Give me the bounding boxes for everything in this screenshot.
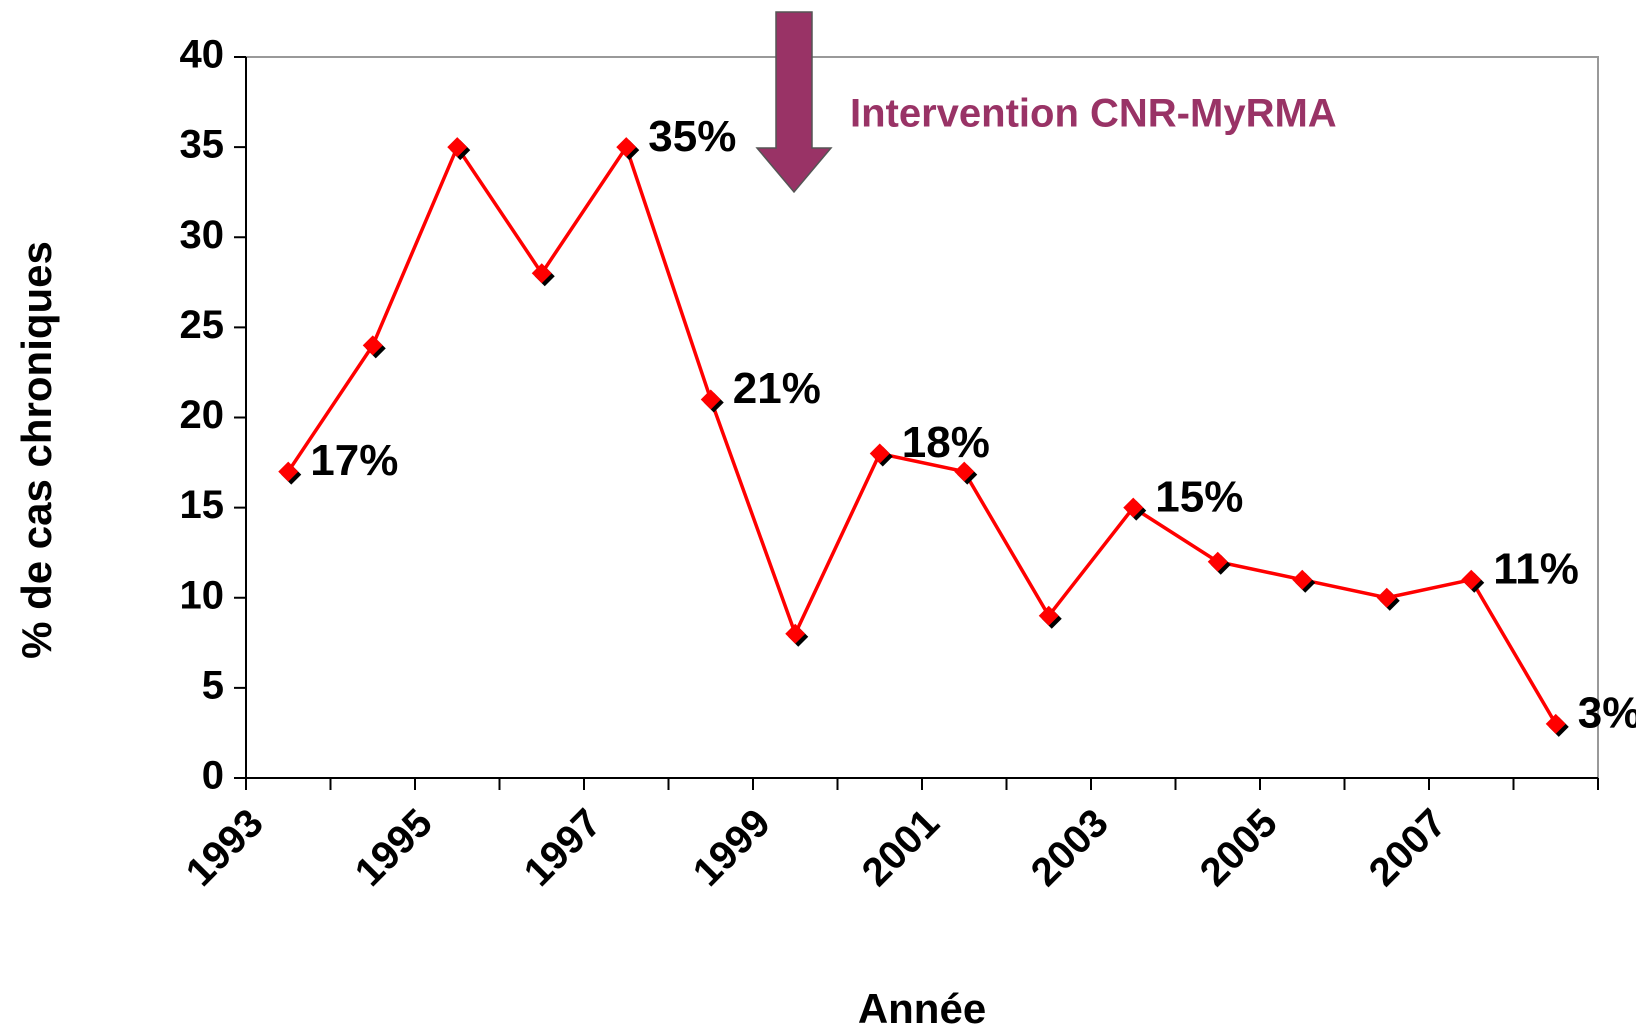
intervention-arrow <box>755 11 833 194</box>
annotation: Intervention CNR-MyRMA <box>850 92 1337 136</box>
x-tick-label: 2001 <box>854 801 948 895</box>
data-point <box>1545 713 1566 734</box>
data-label: 3% <box>1578 689 1636 738</box>
data-point <box>278 461 299 482</box>
x-tick-label: 2005 <box>1192 801 1286 895</box>
y-tick-label: 40 <box>180 33 225 77</box>
x-tick-label: 2003 <box>1023 801 1117 895</box>
y-tick-label: 35 <box>180 123 225 167</box>
data-label: 17% <box>310 436 398 485</box>
x-tick-label: 1995 <box>347 801 441 895</box>
x-tick-label: 2007 <box>1361 801 1455 895</box>
data-point <box>616 137 637 158</box>
data-point <box>1461 569 1482 590</box>
data-label: 21% <box>733 364 821 413</box>
data-point <box>1207 551 1228 572</box>
data-point <box>1376 587 1397 608</box>
x-tick-label: 1997 <box>516 801 610 895</box>
x-tick-label: 1993 <box>178 801 272 895</box>
y-tick-label: 25 <box>180 303 225 347</box>
data-point <box>1123 497 1144 518</box>
data-point <box>869 443 890 464</box>
data-point <box>785 623 806 644</box>
data-point <box>954 461 975 482</box>
data-point <box>700 389 721 410</box>
y-tick-label: 30 <box>180 213 225 257</box>
y-axis-title: % de cas chroniques <box>13 241 60 659</box>
data-line <box>286 143 1558 725</box>
data-point <box>447 137 468 158</box>
data-point <box>362 335 383 356</box>
x-tick-label: 1999 <box>685 801 779 895</box>
y-tick-label: 20 <box>180 393 225 437</box>
data-label: 15% <box>1155 472 1243 521</box>
data-point <box>1292 569 1313 590</box>
y-tick-label: 5 <box>202 663 224 707</box>
data-label: 35% <box>648 112 736 161</box>
y-tick-label: 15 <box>180 483 225 527</box>
data-label: 11% <box>1493 544 1579 593</box>
data-point <box>531 263 552 284</box>
y-tick-label: 10 <box>180 573 225 617</box>
data-label: 18% <box>902 418 990 467</box>
y-tick-label: 0 <box>202 754 224 798</box>
data-point <box>1038 605 1059 626</box>
x-axis-title: Année <box>858 985 986 1032</box>
